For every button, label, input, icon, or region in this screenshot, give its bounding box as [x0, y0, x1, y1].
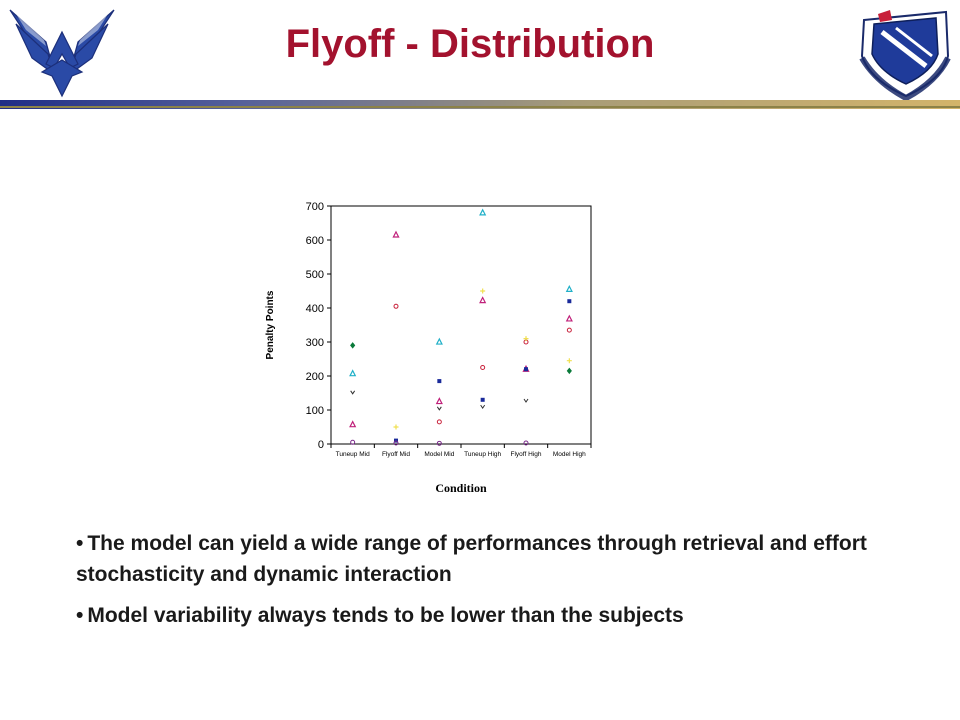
data-points — [349, 208, 573, 446]
data-point — [480, 404, 486, 410]
bullet-item: • The model can yield a wide range of per… — [76, 532, 867, 586]
data-point — [350, 439, 356, 445]
bullet-list: • The model can yield a wide range of per… — [76, 528, 896, 641]
data-point — [479, 208, 487, 216]
data-point — [479, 296, 487, 304]
plot-area-frame — [330, 205, 592, 445]
x-tick-label: Model Mid — [424, 451, 454, 458]
data-point — [435, 397, 443, 405]
x-tick-label: Flyoff Mid — [382, 451, 410, 458]
title-divider-line — [0, 106, 960, 108]
data-point — [392, 230, 400, 238]
data-point — [393, 424, 399, 430]
bullet-item: • Model variability always tends to be lo… — [76, 604, 684, 627]
data-point — [393, 440, 399, 446]
data-point — [436, 419, 442, 425]
data-point — [480, 365, 486, 370]
data-point — [436, 440, 442, 446]
x-tick-label: Tuneup Mid — [336, 451, 370, 458]
data-point — [480, 397, 485, 402]
data-point — [523, 336, 529, 342]
data-point — [437, 379, 442, 384]
data-point — [393, 303, 399, 309]
data-point — [566, 367, 572, 375]
y-tick-label: 400 — [306, 303, 324, 315]
data-point — [524, 367, 528, 372]
data-point — [565, 284, 573, 292]
x-tick-label: Flyoff High — [511, 451, 542, 458]
data-point — [349, 420, 357, 428]
title-divider-bar — [0, 100, 960, 109]
bullet-text: The model can yield a wide range of perf… — [76, 532, 867, 586]
data-point — [480, 288, 486, 294]
afosr-shield-icon — [859, 10, 951, 100]
data-point — [523, 440, 529, 446]
x-tick-label: Model High — [553, 451, 586, 458]
y-tick-label: 0 — [318, 439, 324, 451]
y-axis: 0 100 200 300 400 500 600 700 — [306, 201, 331, 451]
x-axis: Tuneup Mid Flyoff Mid Model Mid Tuneup High… — [330, 444, 592, 458]
data-point — [435, 337, 443, 345]
data-point — [350, 342, 356, 349]
air-force-wings-icon — [9, 9, 115, 98]
x-tick-label: Tuneup High — [464, 451, 501, 458]
slide-title: Flyoff - Distribution — [285, 22, 655, 66]
y-tick-label: 200 — [306, 371, 324, 383]
data-point — [567, 299, 572, 304]
x-axis-label: Condition — [435, 481, 487, 495]
y-tick-label: 600 — [306, 235, 324, 247]
y-tick-label: 100 — [306, 405, 324, 417]
data-point — [349, 369, 357, 377]
bullet-text: Model variability always tends to be low… — [87, 604, 684, 627]
data-point — [436, 406, 442, 411]
y-axis-label: Penalty Points — [265, 290, 276, 359]
data-point — [566, 327, 572, 333]
data-point — [350, 390, 356, 395]
data-point — [566, 358, 572, 364]
y-tick-label: 700 — [306, 201, 324, 213]
penalty-points-scatter-chart: 0 100 200 300 400 500 600 700 Tuneup Mid Flyoff … — [265, 201, 592, 495]
data-point — [565, 314, 573, 322]
y-tick-label: 300 — [306, 337, 324, 349]
y-tick-label: 500 — [306, 269, 324, 281]
data-point — [523, 398, 529, 403]
